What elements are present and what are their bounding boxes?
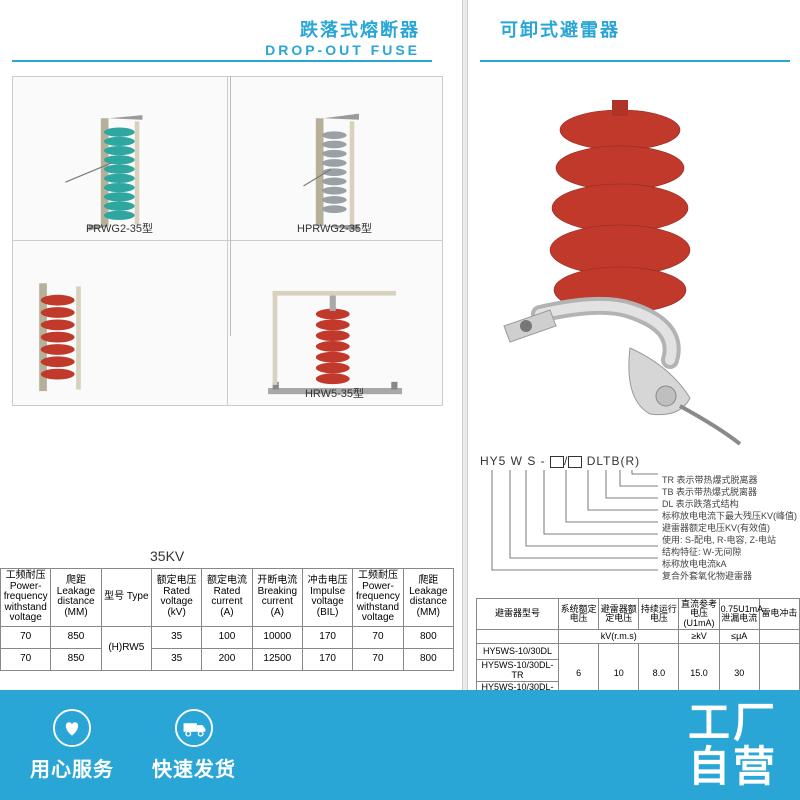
fuse-spec-table: 工频耐压 Power-frequency withstand voltage 爬… xyxy=(0,568,454,671)
table-cell: 100 xyxy=(202,626,252,648)
table-cell: 12500 xyxy=(252,648,302,670)
unit-cell: ≥kV xyxy=(679,630,719,644)
model-code: HY5 W S - / DLTB(R) xyxy=(480,454,640,468)
col-header: 系统额定电压 xyxy=(559,599,599,630)
right-header-rule xyxy=(480,60,790,62)
table-cell: 70 xyxy=(1,648,51,670)
model-label: DL 表示跌落式结构 xyxy=(662,498,797,510)
catalog-page: 跌落式熔断器 DROP-OUT FUSE xyxy=(0,0,800,800)
model-label: 结构特征: W-无间隙 xyxy=(662,546,797,558)
heart-hands-icon xyxy=(53,709,91,747)
promo-left-group: 用心服务 快速发货 xyxy=(30,709,236,782)
unit-cell xyxy=(477,630,559,644)
table-unit-row: kV(r.m.s) ≥kV ≤μA xyxy=(477,630,800,644)
truck-icon xyxy=(175,709,213,747)
table-cell: 800 xyxy=(403,648,453,670)
col-header: 爬距 Leakage distance (MM) xyxy=(51,569,101,627)
table-cell: 800 xyxy=(403,626,453,648)
product-illustration xyxy=(23,274,216,405)
col-header: 额定电流 Rated current (A) xyxy=(202,569,252,627)
col-header: 避雷器额定电压 xyxy=(599,599,639,630)
product-cell: HRW5-35型 xyxy=(227,240,443,406)
table-cell: 850 xyxy=(51,648,101,670)
model-code-box xyxy=(550,456,564,468)
model-code-prefix: HY5 W S - xyxy=(480,454,550,468)
promo-pill-text: 快速发货 xyxy=(152,753,236,782)
model-label: 标称放电电流kA xyxy=(662,558,797,570)
model-label: 避雷器额定电压KV(有效值) xyxy=(662,522,797,534)
model-label-list: TR 表示带热爆式脱离器 TB 表示带热爆式脱离器 DL 表示跌落式结构 标称放… xyxy=(662,474,797,582)
promo-pill-service: 用心服务 xyxy=(30,709,114,782)
table-cell: HY5WS-10/30DL-TR xyxy=(477,660,559,682)
table-cell: 70 xyxy=(353,626,403,648)
table-cell: 850 xyxy=(51,626,101,648)
model-label: 复合外套氧化物避雷器 xyxy=(662,570,797,582)
table-header-row: 避雷器型号 系统额定电压 避雷器额定电压 持续运行电压 直流参考电压 (U1mA… xyxy=(477,599,800,630)
table-row: HY5WS-10/30DL6108.015.030 xyxy=(477,644,800,660)
product-cell: HPRWG2-35型 xyxy=(227,76,443,242)
page-gutter xyxy=(462,0,468,800)
promo-headline: 工厂 自营 xyxy=(688,701,778,789)
table-row: 70850352001250017070800 xyxy=(1,648,454,670)
table-cell: 70 xyxy=(353,648,403,670)
table-cell: 170 xyxy=(302,626,352,648)
left-column: 跌落式熔断器 DROP-OUT FUSE xyxy=(0,0,460,800)
unit-cell: kV(r.m.s) xyxy=(559,630,679,644)
product-cell: PRWG2-35型 xyxy=(12,76,228,242)
left-subheader: 35KV xyxy=(150,548,184,564)
grid-center-divider xyxy=(230,76,231,336)
table-cell: 200 xyxy=(202,648,252,670)
product-label: PRWG2-35型 xyxy=(13,220,227,236)
promo-headline-bottom: 自营 xyxy=(688,745,778,789)
promo-headline-top: 工厂 xyxy=(688,701,778,745)
model-code-box xyxy=(568,456,582,468)
promo-banner: 用心服务 快速发货 工厂 自营 xyxy=(0,690,800,800)
table-cell: HY5WS-10/30DL xyxy=(477,644,559,660)
model-label: TB 表示带热爆式脱离器 xyxy=(662,486,797,498)
model-leader-lines xyxy=(480,468,660,582)
arrester-illustration xyxy=(480,90,790,460)
col-header: 直流参考电压 (U1mA) xyxy=(679,599,719,630)
model-label: 使用: S-配电, R-电容, Z-电站 xyxy=(662,534,797,546)
col-header: 持续运行电压 xyxy=(639,599,679,630)
table-row: 70850(H)RW5351001000017070800 xyxy=(1,626,454,648)
table-cell: (H)RW5 xyxy=(101,626,151,670)
unit-cell: ≤μA xyxy=(719,630,759,644)
col-header: 0.75U1mA 泄漏电流 xyxy=(719,599,759,630)
promo-pill-shipping: 快速发货 xyxy=(152,709,236,782)
table-cell: 10000 xyxy=(252,626,302,648)
col-header: 工频耐压 Power-frequency withstand voltage xyxy=(1,569,51,627)
left-header-rule xyxy=(12,60,432,62)
product-grid: PRWG2-35型 H xyxy=(12,76,442,344)
left-page-header: 跌落式熔断器 DROP-OUT FUSE xyxy=(0,16,460,72)
col-header: 冲击电压 Impulse voltage (BIL) xyxy=(302,569,352,627)
model-code-suffix: DLTB(R) xyxy=(582,454,640,468)
col-header: 开断电流 Breaking current (A) xyxy=(252,569,302,627)
table-header-row: 工频耐压 Power-frequency withstand voltage 爬… xyxy=(1,569,454,627)
product-label: HRW5-35型 xyxy=(228,385,442,401)
left-title-en: DROP-OUT FUSE xyxy=(0,42,420,58)
product-cell xyxy=(12,240,228,406)
left-title-cn: 跌落式熔断器 xyxy=(0,16,420,42)
table-cell: 70 xyxy=(1,626,51,648)
model-label: TR 表示带热爆式脱离器 xyxy=(662,474,797,486)
promo-pill-text: 用心服务 xyxy=(30,753,114,782)
product-label: HPRWG2-35型 xyxy=(228,220,442,236)
col-header: 爬距 Leakage distance (MM) xyxy=(403,569,453,627)
table-cell: 35 xyxy=(151,648,201,670)
right-title-cn: 可卸式避雷器 xyxy=(500,16,800,42)
right-page-header: 可卸式避雷器 xyxy=(470,16,800,72)
table-cell: 170 xyxy=(302,648,352,670)
unit-cell xyxy=(759,630,799,644)
col-header: 雷电冲击 xyxy=(759,599,799,630)
col-header: 额定电压 Rated voltage (kV) xyxy=(151,569,201,627)
model-label: 标称放电电流下最大残压KV(峰值) xyxy=(662,510,797,522)
col-header: 工频耐压 Power-frequency withstand voltage xyxy=(353,569,403,627)
model-code-diagram: HY5 W S - / DLTB(R) TR 表示带热爆式脱离器 TB 表示带热… xyxy=(480,454,800,584)
col-header: 避雷器型号 xyxy=(477,599,559,630)
table-cell: 35 xyxy=(151,626,201,648)
col-header: 型号 Type xyxy=(101,569,151,627)
